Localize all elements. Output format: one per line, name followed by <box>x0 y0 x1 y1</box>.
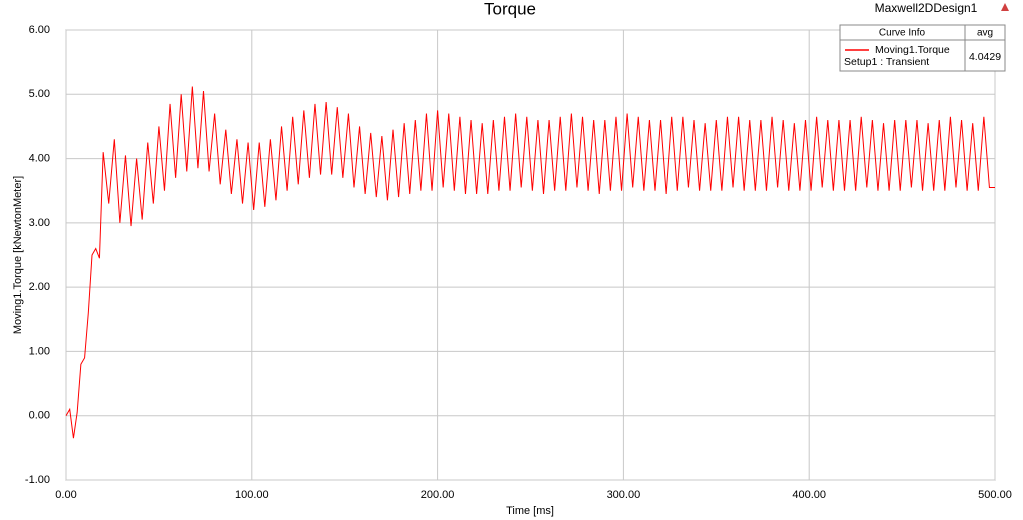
x-tick-label: 0.00 <box>55 489 76 501</box>
design-name: Maxwell2DDesign1 <box>875 1 978 15</box>
y-tick-label: 2.00 <box>29 281 50 293</box>
y-tick-label: 6.00 <box>29 24 50 36</box>
legend-header: Curve Info <box>879 28 926 39</box>
design-icon <box>1001 3 1009 11</box>
y-tick-label: 5.00 <box>29 88 50 100</box>
y-axis-label: Moving1.Torque [kNewtonMeter] <box>12 176 24 334</box>
x-tick-label: 100.00 <box>235 489 269 501</box>
legend-header: avg <box>977 28 993 39</box>
legend-context: Setup1 : Transient <box>844 56 929 68</box>
y-tick-label: -1.00 <box>25 474 50 486</box>
x-tick-label: 200.00 <box>421 489 455 501</box>
y-tick-label: 4.00 <box>29 152 50 164</box>
x-axis-label: Time [ms] <box>506 505 554 517</box>
legend-avg: 4.0429 <box>969 51 1001 63</box>
y-tick-label: 3.00 <box>29 217 50 229</box>
chart-title: Torque <box>484 0 536 18</box>
series-line <box>65 86 995 439</box>
x-tick-label: 500.00 <box>978 489 1012 501</box>
legend-box <box>839 24 1006 72</box>
x-tick-label: 300.00 <box>607 489 641 501</box>
legend-entry: Moving1.Torque <box>875 44 950 56</box>
plot-area <box>65 29 996 481</box>
y-tick-label: 0.00 <box>29 410 50 422</box>
x-tick-label: 400.00 <box>792 489 826 501</box>
y-tick-label: 1.00 <box>29 345 50 357</box>
legend: Curve Info avg Moving1.Torque Setup1 : T… <box>839 24 1006 72</box>
